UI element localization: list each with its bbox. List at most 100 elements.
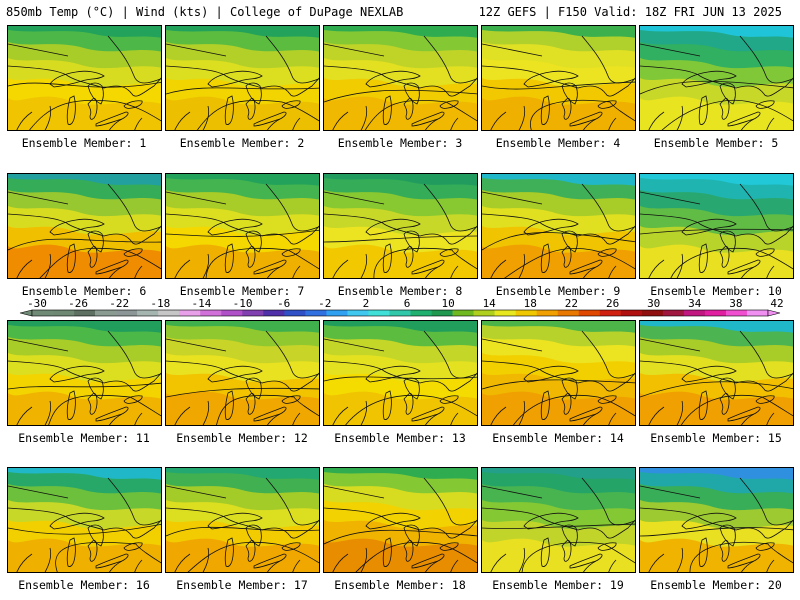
ensemble-member-label: Ensemble Member: 16 [18,578,150,592]
model-run-info: 12Z GEFS | F150 Valid: 18Z FRI JUN 13 20… [478,5,782,19]
temperature-field-map [482,468,635,572]
ensemble-member-label: Ensemble Member: 11 [18,431,150,445]
colorbar-tick-label: -14 [191,298,211,310]
colorbar-swatch [95,310,117,316]
temperature-field-map [640,468,793,572]
ensemble-member-label: Ensemble Member: 2 [179,136,305,150]
ensemble-member-map [7,173,162,279]
colorbar-swatch [515,310,537,316]
ensemble-member-map [481,25,636,131]
ensemble-member-label: Ensemble Member: 8 [337,284,463,298]
colorbar-tick-label: -6 [277,298,290,310]
temperature-field-map [324,174,477,278]
colorbar-tick-label: -30 [27,298,47,310]
temperature-colorbar: -30 -26 -22 -18 -14 -10 -6 -2 2 6 10 14 18 22 26 30 34 38… [19,298,784,317]
colorbar-swatch [200,310,222,316]
colorbar-swatch [305,310,327,316]
ensemble-member-label: Ensemble Member: 9 [495,284,621,298]
ensemble-member-label: Ensemble Member: 3 [337,136,463,150]
temperature-field-map [324,26,477,130]
colorbar-swatch [137,310,159,316]
colorbar-tick-label: -18 [150,298,170,310]
colorbar-tick-label: 2 [363,298,370,310]
temperature-field-map [8,174,161,278]
colorbar-swatch [116,310,138,316]
temperature-field-map [166,468,319,572]
ensemble-member-map [165,320,320,426]
colorbar-swatch [284,310,306,316]
temperature-field-map [8,26,161,130]
ensemble-member-map [481,467,636,573]
colorbar-tick-label: 18 [524,298,537,310]
ensemble-member-map [481,320,636,426]
colorbar-swatch [557,310,580,316]
colorbar-swatch [662,310,685,316]
colorbar-swatch [473,310,495,316]
ensemble-member-map [165,173,320,279]
ensemble-member-map [7,467,162,573]
colorbar-swatch [704,310,727,316]
colorbar-tick-label: 38 [729,298,742,310]
colorbar-tick-label: 22 [565,298,578,310]
temperature-field-map [482,321,635,425]
colorbar-tick-label: 26 [606,298,619,310]
temperature-field-map [482,174,635,278]
temperature-field-map [166,26,319,130]
temperature-field-map [324,468,477,572]
ensemble-member-label: Ensemble Member: 4 [495,136,621,150]
ensemble-member-map [323,320,478,426]
colorbar-swatch [53,310,75,316]
colorbar-swatch [620,310,643,316]
colorbar-tick-label: 42 [770,298,783,310]
colorbar-tick-label: 10 [441,298,454,310]
ensemble-member-label: Ensemble Member: 19 [492,578,624,592]
ensemble-member-label: Ensemble Member: 6 [21,284,147,298]
colorbar-tick-label: 14 [483,298,497,310]
ensemble-member-map [639,320,794,426]
colorbar-swatch [179,310,201,316]
colorbar-swatch [347,310,369,316]
temperature-field-map [8,468,161,572]
map-title: 850mb Temp (°C) | Wind (kts) | College o… [6,5,404,19]
ensemble-member-map [7,320,162,426]
colorbar-swatch [263,310,285,316]
colorbar-swatch [431,310,453,316]
colorbar-swatch [410,310,432,316]
ensemble-member-map [323,25,478,131]
ensemble-member-label: Ensemble Member: 10 [650,284,782,298]
ensemble-member-label: Ensemble Member: 14 [492,431,624,445]
temperature-field-map [640,174,793,278]
ensemble-member-label: Ensemble Member: 20 [650,578,782,592]
temperature-field-map [482,26,635,130]
ensemble-member-map [639,173,794,279]
temperature-field-map [8,321,161,425]
ensemble-member-label: Ensemble Member: 5 [653,136,779,150]
ensemble-member-map [165,467,320,573]
colorbar-swatch [389,310,411,316]
colorbar-swatch [158,310,180,316]
colorbar-swatch [641,310,664,316]
colorbar-swatch [746,310,769,316]
colorbar-tick-label: 34 [688,298,702,310]
ensemble-member-map [481,173,636,279]
ensemble-member-map [323,467,478,573]
colorbar-tick-label: -2 [318,298,331,310]
colorbar-swatch [221,310,243,316]
colorbar-tick-label: 30 [647,298,660,310]
colorbar-swatch [326,310,348,316]
ensemble-member-label: Ensemble Member: 17 [176,578,308,592]
temperature-field-map [166,174,319,278]
ensemble-member-label: Ensemble Member: 15 [650,431,782,445]
colorbar-tick-label: -26 [68,298,88,310]
colorbar-swatch [74,310,96,316]
ensemble-member-map [639,467,794,573]
colorbar-swatch [368,310,390,316]
ensemble-member-map [165,25,320,131]
temperature-field-map [640,26,793,130]
ensemble-member-map [323,173,478,279]
colorbar-swatch [599,310,622,316]
ensemble-member-map [639,25,794,131]
colorbar-swatch [578,310,601,316]
ensemble-member-label: Ensemble Member: 7 [179,284,305,298]
temperature-field-map [640,321,793,425]
